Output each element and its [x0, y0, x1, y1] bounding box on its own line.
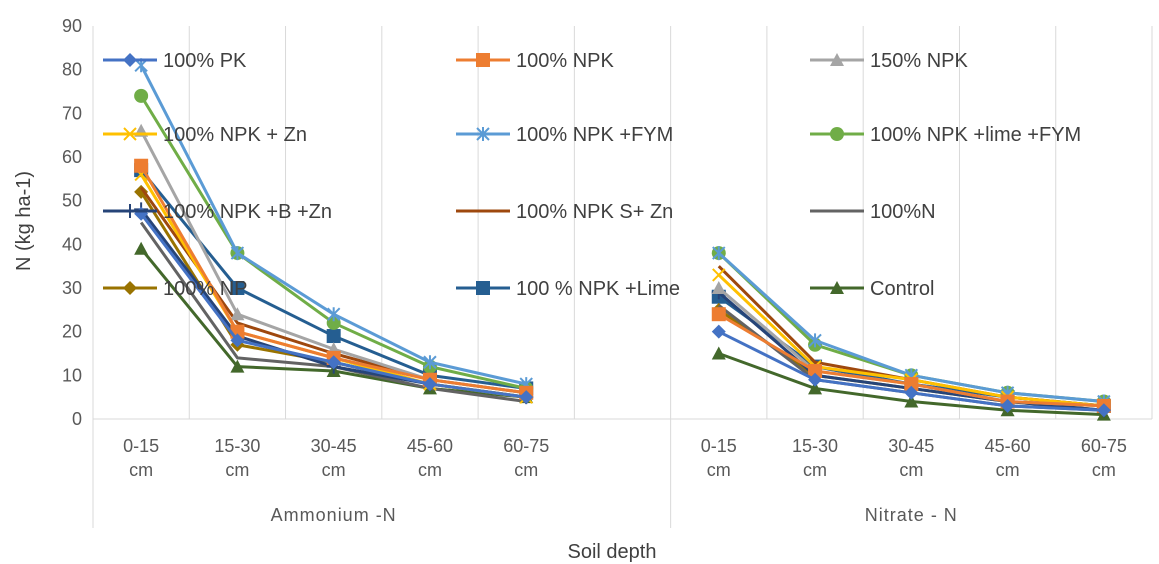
y-tick-label: 0	[72, 409, 82, 429]
data-point-square	[476, 281, 490, 295]
series-100-npk-fym	[134, 58, 1111, 409]
legend-label: 100% NPK +lime +FYM	[870, 124, 1081, 146]
data-point-triangle	[830, 281, 844, 294]
data-point-triangle	[904, 394, 919, 408]
x-tick-label: 0-15 cm	[123, 436, 159, 480]
legend-item: 100%N	[810, 201, 936, 223]
data-point-square	[904, 377, 919, 392]
y-tick-label: 70	[62, 103, 82, 123]
y-tick-label: 80	[62, 60, 82, 80]
data-point-triangle	[711, 346, 726, 360]
group-label: Ammonium -N	[271, 505, 397, 525]
data-point-triangle	[711, 281, 726, 294]
legend-label: 100% NPK S+ Zn	[516, 201, 673, 223]
data-point-plus	[123, 204, 137, 218]
x-tick-label: 0-15 cm	[701, 436, 737, 480]
data-point-diamond	[808, 372, 823, 387]
legend-label: 100% NPK	[516, 50, 614, 72]
data-point-diamond	[123, 53, 137, 67]
data-point-square	[711, 307, 726, 322]
legend-item: 150% NPK	[810, 50, 968, 72]
x-tick-label: 30-45 cm	[311, 436, 357, 480]
data-point-x	[123, 127, 137, 141]
data-point-star	[423, 355, 437, 370]
x-axis-title: Soil depth	[568, 541, 657, 563]
data-point-triangle	[230, 359, 245, 373]
legend-item: 100% NPK S+ Zn	[456, 201, 673, 223]
legend-label: 100% NPK +FYM	[516, 124, 673, 146]
data-point-diamond	[123, 281, 137, 295]
legend-item: Control	[810, 278, 934, 300]
data-point-triangle	[134, 241, 149, 255]
data-point-star	[230, 246, 245, 261]
data-point-star	[326, 307, 341, 322]
x-tick-label: 45-60 cm	[407, 436, 453, 480]
y-tick-label: 30	[62, 278, 82, 298]
x-tick-label: 30-45 cm	[888, 436, 934, 480]
y-tick-label: 60	[62, 147, 82, 167]
y-tick-label: 10	[62, 365, 82, 385]
y-axis-title: N (kg ha-1)	[13, 171, 35, 271]
legend-item: 100% NPK +lime +FYM	[810, 124, 1081, 146]
data-point-diamond	[1000, 398, 1015, 413]
x-tick-label: 15-30 cm	[792, 436, 838, 480]
legend-label: 100% NPK + Zn	[163, 124, 307, 146]
series-lines	[134, 58, 1111, 421]
legend-label: 150% NPK	[870, 50, 968, 72]
axes: 0 10 20 30 40 50 60 70 80 90 0-15 cm 15-30 cm 30-45 cm 4…	[62, 16, 1152, 528]
data-point-triangle	[808, 381, 823, 395]
x-tick-label: 60-75 cm	[1081, 436, 1127, 480]
data-point-diamond	[904, 385, 919, 400]
data-point-diamond	[1096, 403, 1111, 418]
legend-label: 100 % NPK +Lime	[516, 278, 680, 300]
data-point-star	[712, 246, 726, 261]
data-point-star	[476, 127, 490, 141]
x-tick-label: 45-60 cm	[985, 436, 1031, 480]
legend-label: 100% NPK +B +Zn	[163, 201, 332, 223]
legend-item: 100 % NPK +Lime	[456, 278, 680, 300]
data-point-triangle	[230, 307, 245, 321]
legend-item: 100% NPK + Zn	[103, 124, 307, 146]
legend-item: 100% NPK +FYM	[456, 124, 673, 146]
data-point-diamond	[230, 333, 245, 348]
x-tick-label: 15-30 cm	[214, 436, 260, 480]
y-tick-label: 90	[62, 16, 82, 36]
data-point-star	[808, 333, 822, 348]
data-point-square	[230, 281, 245, 295]
data-point-circle	[830, 127, 844, 141]
data-point-square	[808, 363, 823, 378]
legend-label: 100%N	[870, 201, 936, 223]
data-point-x	[712, 268, 726, 282]
legend-item: 100% NPK +B +Zn	[103, 201, 332, 223]
legend-item: 100% PK	[103, 50, 247, 72]
group-label: Nitrate - N	[865, 505, 958, 525]
legend-label: 100% NP	[163, 278, 248, 300]
y-tick-label: 50	[62, 191, 82, 211]
legend: 100% PK 100% NPK 150% NPK 100% NPK + Zn 100%…	[103, 50, 1081, 300]
data-point-square	[134, 158, 149, 173]
y-tick-label: 20	[62, 322, 82, 342]
data-point-diamond	[711, 324, 726, 339]
data-point-triangle	[830, 53, 844, 66]
x-tick-label: 60-75 cm	[503, 436, 549, 480]
legend-label: 100% PK	[163, 50, 247, 72]
data-point-circle	[134, 88, 149, 103]
legend-label: Control	[870, 278, 934, 300]
data-point-diamond	[326, 355, 341, 370]
legend-item: 100% NPK	[456, 50, 614, 72]
grid-lines	[188, 26, 1153, 528]
legend-item: 100% NP	[103, 278, 248, 300]
y-tick-label: 40	[62, 234, 82, 254]
data-point-diamond	[422, 377, 437, 392]
data-point-diamond	[134, 184, 149, 199]
data-point-diamond	[519, 390, 534, 405]
data-point-square	[476, 53, 490, 67]
data-point-circle	[326, 315, 341, 330]
data-point-square	[326, 329, 341, 344]
